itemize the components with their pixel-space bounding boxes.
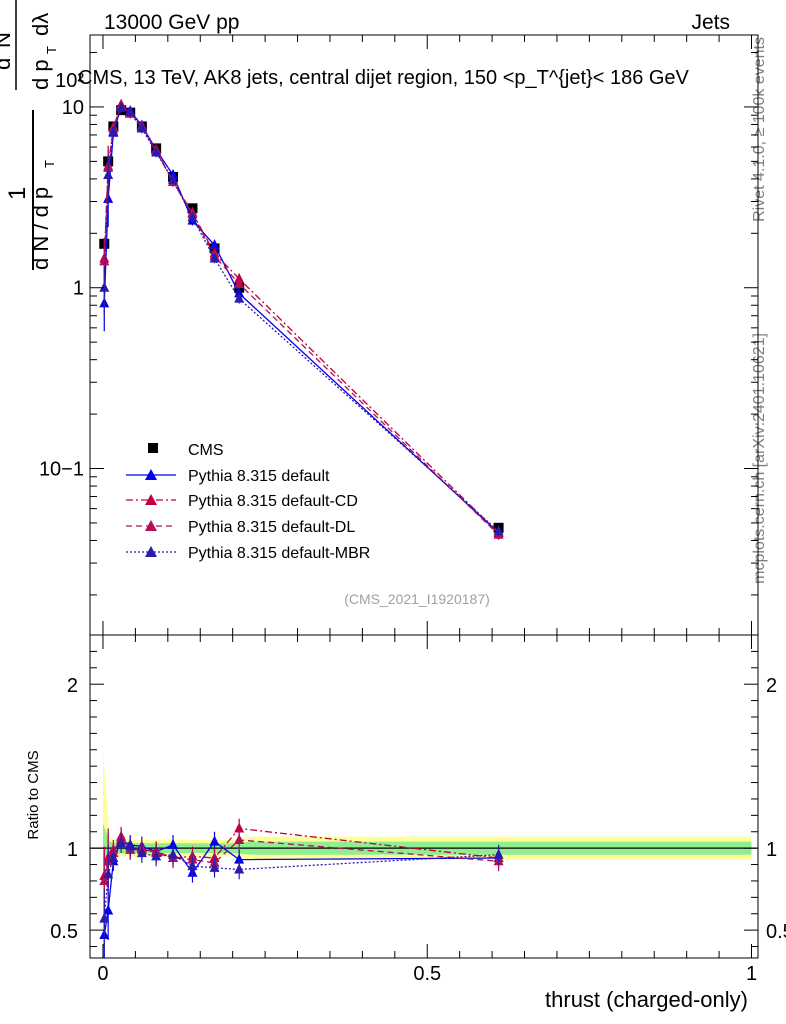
data-point-default_mbr bbox=[136, 122, 147, 133]
data-point-default_mbr bbox=[234, 292, 245, 303]
ratio-point-default_mbr bbox=[108, 851, 119, 862]
ratio-point-default_dl bbox=[234, 833, 245, 844]
data-point-default bbox=[209, 239, 220, 250]
legend-label-default: Pythia 8.315 default bbox=[188, 468, 330, 485]
legend-marker-default bbox=[145, 469, 157, 480]
ratio-point-default_mbr bbox=[99, 912, 110, 923]
ratio-panel: 0.5 0.5 1 1 2 2 0 0.5 1 Ratio to CMS thrust (cha… bbox=[25, 634, 786, 1012]
main-ytick-label: 10² bbox=[55, 70, 84, 92]
energy-label: 13000 GeV pp bbox=[104, 11, 239, 34]
main-ylabel-dpt2: d p bbox=[28, 59, 53, 90]
data-point-default_dl bbox=[99, 255, 110, 266]
ratio-xtick-label: 0 bbox=[97, 963, 108, 985]
main-ylabel-dlambda: dλ bbox=[28, 13, 53, 36]
main-axes: 10−1 1 10 10² bbox=[39, 35, 758, 635]
ratio-point-default_mbr bbox=[493, 848, 504, 859]
legend-marker-dl bbox=[145, 520, 157, 531]
main-ylabel-t2: T bbox=[44, 46, 59, 54]
ratio-point-default_mbr bbox=[136, 847, 147, 858]
ratio-point-default_mbr bbox=[234, 863, 245, 874]
ratio-ytick-label: 0.5 bbox=[50, 921, 78, 943]
ratio-point-default_mbr bbox=[209, 861, 220, 872]
ratio-point-default bbox=[234, 853, 245, 864]
data-point-default bbox=[234, 287, 245, 298]
ratio-ytick-label-right: 0.5 bbox=[766, 921, 786, 943]
ratio-ytick-label: 2 bbox=[67, 675, 78, 697]
data-point-default_mbr bbox=[168, 173, 179, 184]
ratio-point-default_mbr bbox=[103, 868, 114, 879]
series-line-default_mbr bbox=[103, 106, 500, 532]
watermark: (CMS_2021_I1920187) bbox=[344, 591, 490, 607]
ratio-point-default_mbr bbox=[187, 860, 198, 871]
data-point-default_mbr bbox=[209, 252, 220, 263]
ratio-point-default bbox=[209, 835, 220, 846]
main-ylabel: 1 d N / d p T d 2 N d p T dλ bbox=[0, 0, 59, 270]
main-ytick-label: 10 bbox=[62, 97, 84, 119]
ratio-point-default_mbr bbox=[116, 837, 127, 848]
ratio-band-outer bbox=[102, 749, 752, 914]
ratio-point-default bbox=[103, 904, 114, 915]
legend-label-dl: Pythia 8.315 default-DL bbox=[188, 519, 355, 536]
data-point-default_dl bbox=[234, 277, 245, 288]
process-label: Jets bbox=[691, 11, 730, 34]
ratio-ytick-label-right: 2 bbox=[766, 675, 777, 697]
ratio-xtick-label: 1 bbox=[746, 963, 757, 985]
ratio-point-default_mbr bbox=[151, 850, 162, 861]
ratio-frame bbox=[89, 634, 759, 959]
main-ytick-label: 10−1 bbox=[39, 459, 84, 481]
ratio-xlabel: thrust (charged-only) bbox=[545, 987, 748, 1012]
main-title-text: CMS, 13 TeV, AK8 jets, central dijet reg… bbox=[78, 67, 690, 89]
legend-label-cd: Pythia 8.315 default-CD bbox=[188, 493, 358, 510]
ratio-ytick-label-right: 1 bbox=[766, 839, 777, 861]
legend-marker-cd bbox=[145, 494, 157, 505]
main-title: CMS, 13 TeV, AK8 jets, central dijet reg… bbox=[78, 67, 690, 89]
data-point-default_mbr bbox=[125, 105, 136, 116]
main-ylabel-t1: T bbox=[42, 160, 57, 168]
data-point-default_mbr bbox=[187, 211, 198, 222]
mcplots-label: mcplots.cern.ch [arXiv:2401.10621] bbox=[751, 333, 768, 584]
ratio-ylabel: Ratio to CMS bbox=[25, 750, 42, 839]
ratio-xtick-label: 0.5 bbox=[413, 963, 441, 985]
main-ylabel-dn-dpt: d N / d p bbox=[28, 187, 53, 270]
legend-label-mbr: Pythia 8.315 default-MBR bbox=[188, 545, 370, 562]
ratio-point-default_mbr bbox=[125, 840, 136, 851]
main-panel: 10−1 1 10 10² CMS, 13 TeV, AK8 jets, centra… bbox=[0, 0, 759, 636]
main-ylabel-one: 1 bbox=[4, 187, 31, 200]
legend-marker-cms bbox=[148, 443, 158, 453]
ratio-line-default_mbr bbox=[103, 842, 499, 919]
ratio-ytick-label: 1 bbox=[67, 839, 78, 861]
data-point-default_mbr bbox=[108, 125, 119, 136]
data-point-default_cd bbox=[234, 272, 245, 283]
ratio-point-default bbox=[168, 838, 179, 849]
data-point-default_mbr bbox=[99, 281, 110, 292]
series-line-default_dl bbox=[103, 104, 500, 536]
main-ylabel-d2n-d: d bbox=[0, 58, 15, 70]
ratio-axes: 0.5 0.5 1 1 2 2 0 0.5 1 bbox=[50, 635, 786, 985]
legend-label-cms: CMS bbox=[188, 442, 224, 459]
ratio-data-marks bbox=[99, 818, 504, 958]
data-point-default_mbr bbox=[493, 525, 504, 536]
ratio-bands bbox=[90, 749, 758, 914]
main-ytick-label: 1 bbox=[73, 278, 84, 300]
data-point-default_mbr bbox=[116, 101, 127, 112]
legend: CMS Pythia 8.315 default Pythia 8.315 de… bbox=[126, 442, 370, 562]
data-point-default_mbr bbox=[151, 146, 162, 157]
ratio-point-default_mbr bbox=[168, 848, 179, 859]
ratio-point-default_cd bbox=[234, 822, 245, 833]
data-point-default_mbr bbox=[103, 169, 114, 180]
main-ylabel-d2n-n: N bbox=[0, 32, 15, 48]
main-data-marks bbox=[99, 98, 504, 540]
ratio-point-default_dl bbox=[99, 874, 110, 885]
legend-marker-mbr bbox=[145, 546, 157, 557]
rivet-label: Rivet 4.1.0, ≥ 100k events bbox=[751, 37, 768, 222]
